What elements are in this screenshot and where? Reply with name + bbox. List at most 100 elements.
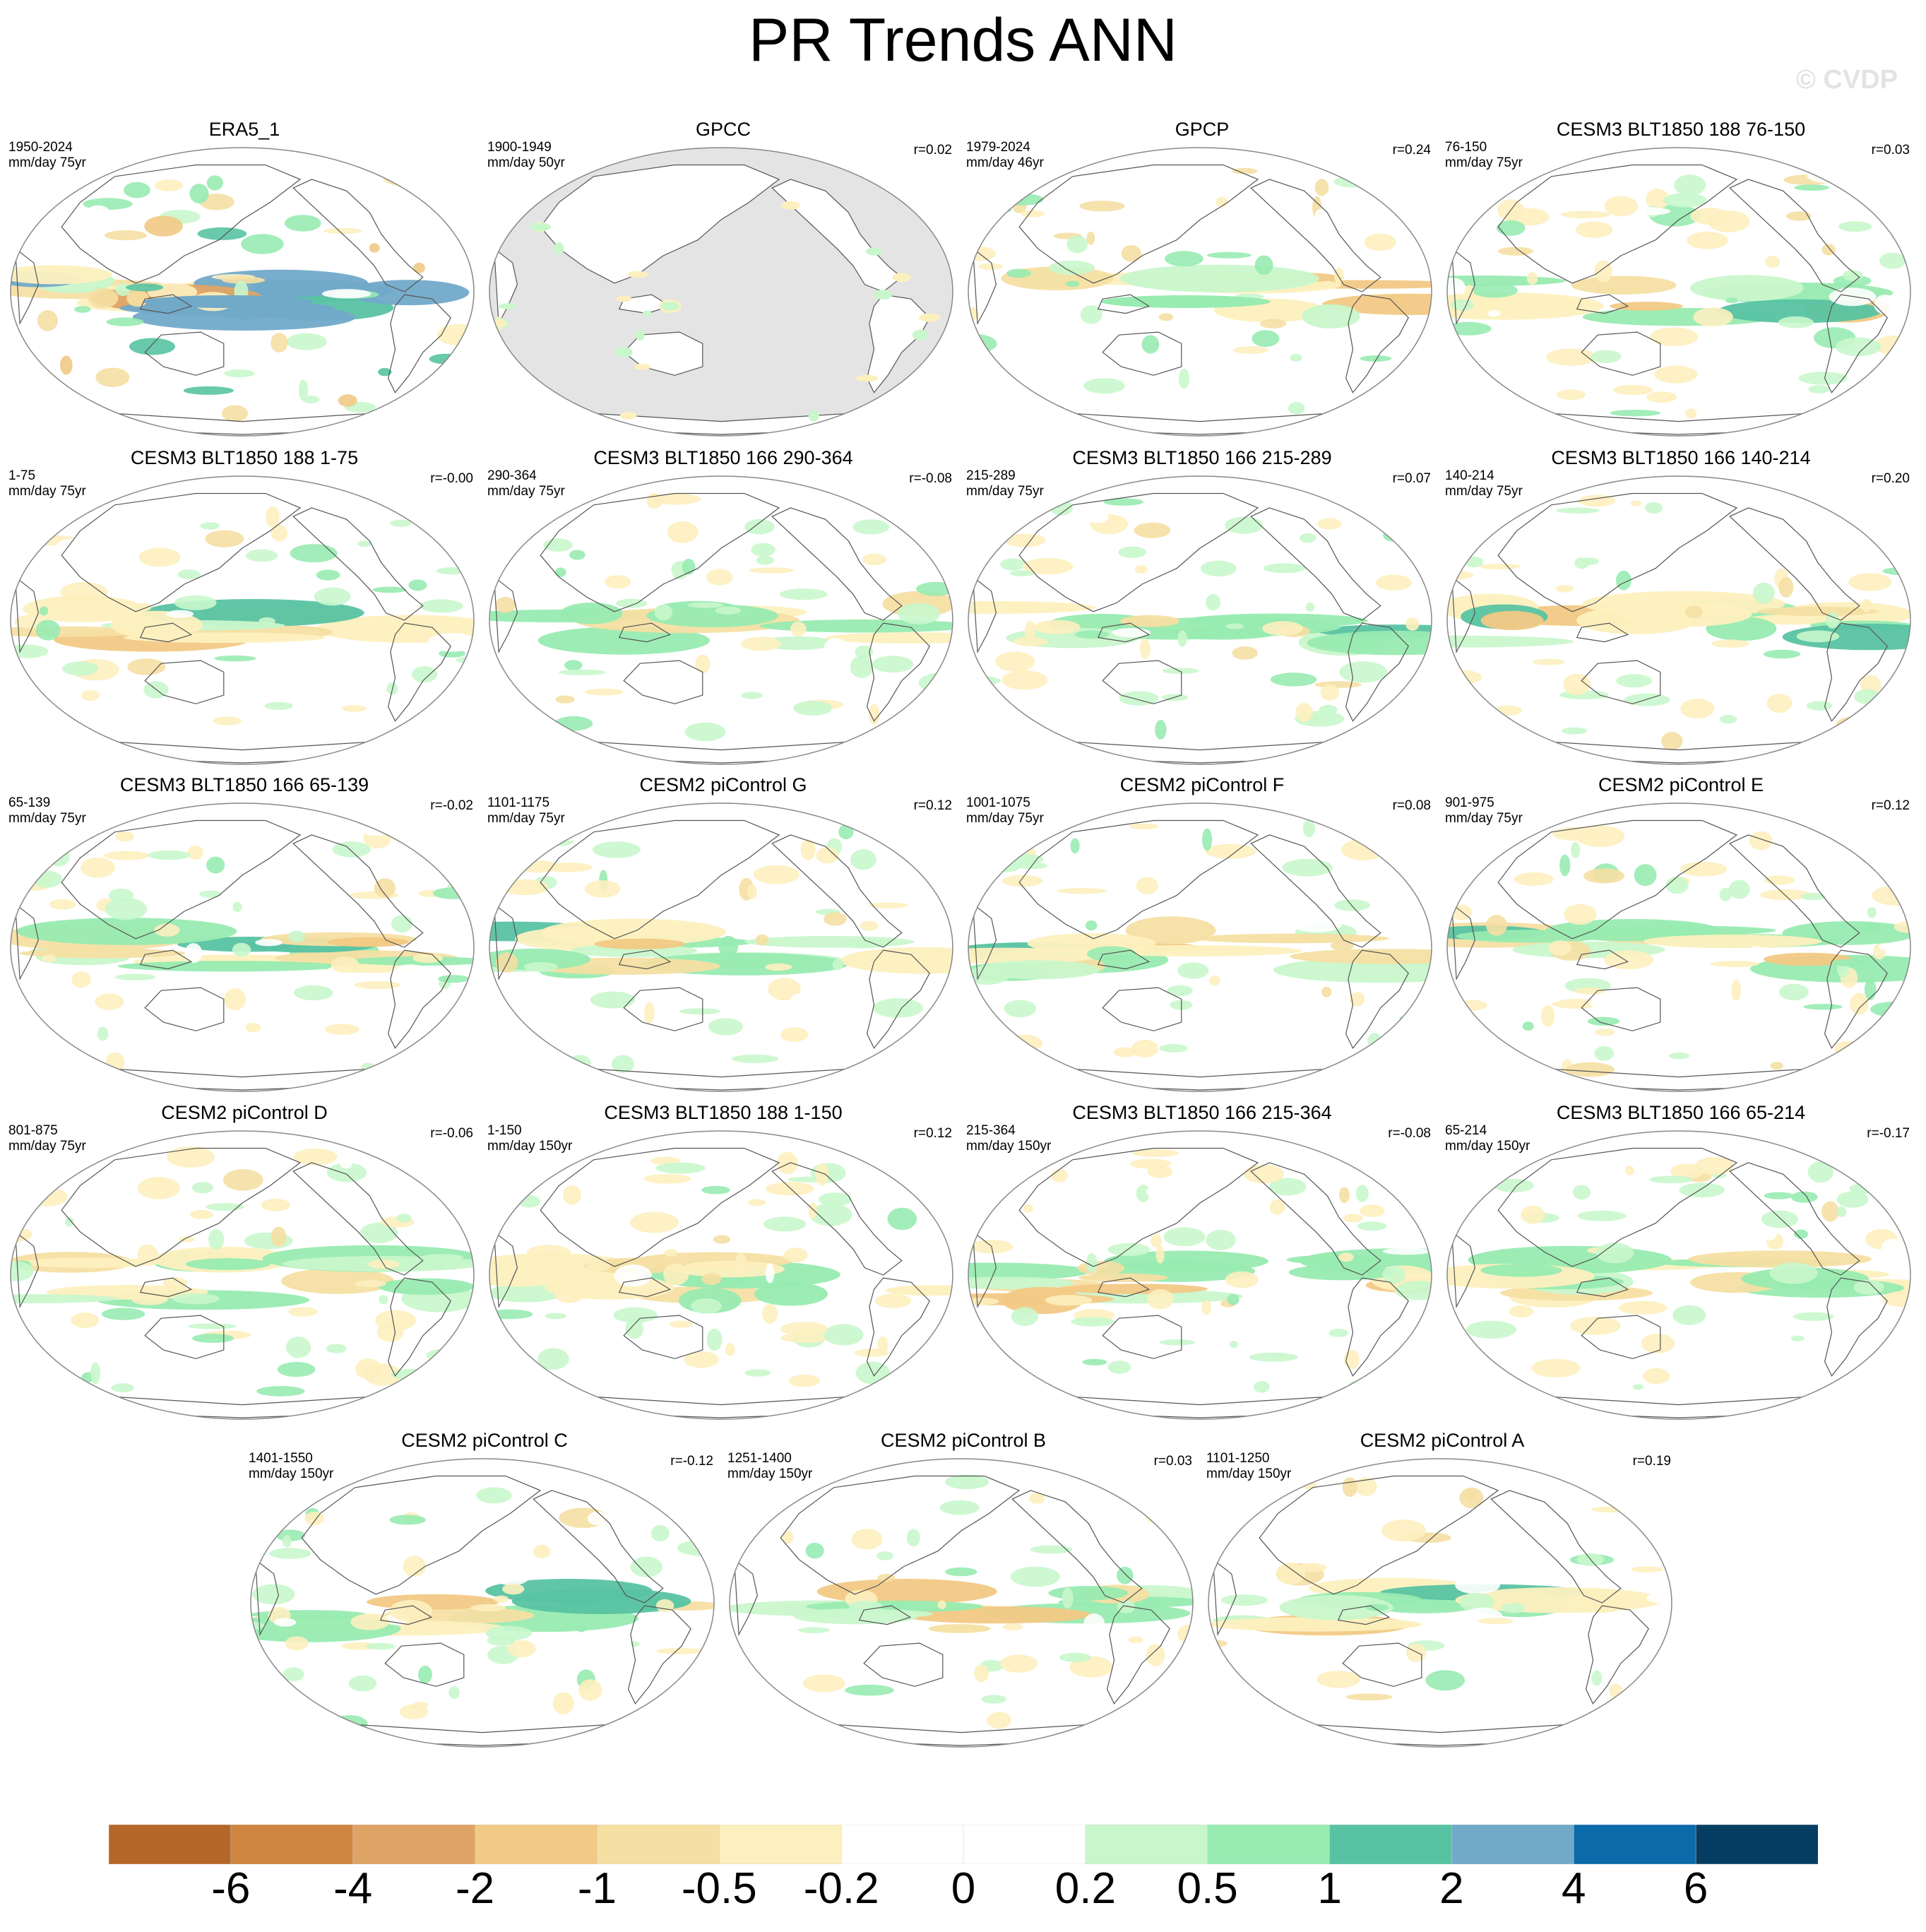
trend-blob [369, 243, 380, 253]
trend-blob [327, 937, 410, 947]
trend-blob [1494, 901, 1531, 915]
trend-blob [1057, 888, 1107, 894]
trend-blob [35, 620, 61, 641]
trend-blob [266, 506, 280, 528]
trend-blob [81, 858, 116, 878]
panel-title: CESM3 BLT1850 166 140-214 [1551, 447, 1811, 468]
colorbar-segment [1574, 1825, 1696, 1864]
map-border [729, 1458, 1194, 1748]
trend-blob [1177, 630, 1187, 647]
trend-blob [1641, 1334, 1675, 1353]
trend-blob [350, 1613, 390, 1630]
panel-title: CESM2 piControl C [401, 1430, 568, 1451]
trend-blob [1782, 623, 1910, 651]
trend-blob [1170, 1000, 1193, 1010]
trend-blob [1093, 1173, 1119, 1195]
trend-blob [1798, 372, 1848, 385]
coastline-asia [540, 819, 780, 940]
trend-blob [783, 1247, 808, 1263]
trend-blob [1668, 1053, 1690, 1060]
trend-blob [816, 846, 839, 864]
panel-units: mm/day 150yr [1445, 1139, 1530, 1154]
coastline-south-america [1106, 1605, 1170, 1705]
trend-blob [968, 1262, 1091, 1281]
panel-correlation: r=0.08 [1392, 798, 1431, 813]
trend-blob [1388, 1358, 1401, 1377]
panel-correlation: r=-0.08 [1388, 1126, 1431, 1141]
coastline-asia [1497, 492, 1738, 612]
trend-blob [832, 959, 843, 971]
trend-blob [1806, 701, 1833, 711]
trend-blob [810, 569, 833, 582]
trend-blob [48, 846, 70, 867]
trend-blob [523, 961, 558, 972]
trend-blob [612, 1055, 634, 1074]
coastline-africa [14, 576, 40, 654]
map-border [489, 802, 953, 1092]
coastline-indonesia [139, 1277, 193, 1298]
trend-blob [979, 1359, 994, 1378]
coastline-south-america [1345, 1277, 1409, 1377]
trend-blob [448, 1686, 460, 1700]
trend-blob [876, 1551, 893, 1560]
trend-blob [1374, 499, 1389, 514]
trend-blob [1342, 164, 1376, 181]
trend-blob [1447, 847, 1482, 860]
trend-blob [1343, 1214, 1363, 1223]
trend-blob [1225, 1271, 1259, 1288]
coastline-south-america [866, 622, 930, 722]
trend-blob [1748, 946, 1766, 957]
trend-blob [816, 1579, 997, 1604]
trend-blob [664, 1249, 678, 1257]
trend-blob [973, 1152, 1000, 1166]
trend-blob [297, 1328, 315, 1335]
trend-blob [1765, 256, 1781, 268]
map-border [968, 802, 1432, 1092]
trend-blob [245, 643, 256, 653]
trend-blob [838, 824, 854, 839]
trend-blob [1066, 235, 1088, 254]
trend-blob [372, 586, 407, 593]
trend-blob [1206, 251, 1252, 259]
trend-blob [269, 1548, 311, 1559]
trend-blob [507, 1640, 536, 1658]
colorbar-segment [352, 1825, 476, 1864]
trend-blob [1864, 978, 1877, 1001]
coastline-australia [1102, 1315, 1182, 1359]
trend-blob [706, 1328, 723, 1351]
trend-blob [627, 271, 648, 278]
coastline-australia [384, 1642, 465, 1687]
trend-blob [1564, 903, 1597, 925]
coastline-australia [623, 1315, 703, 1359]
trend-blob [1342, 1477, 1357, 1498]
trend-blob [1757, 606, 1879, 617]
trend-blob [258, 617, 275, 625]
trend-blob [753, 865, 799, 884]
panel-units: mm/day 75yr [966, 484, 1044, 499]
trend-blob [1572, 1185, 1591, 1200]
trend-blob [1059, 1652, 1091, 1662]
trend-blob [706, 569, 733, 586]
coastline-south-america [387, 1277, 451, 1377]
coastline-north-america [771, 507, 903, 621]
trend-blob [82, 1366, 128, 1373]
trend-blob [1307, 630, 1432, 656]
trend-blob [379, 1295, 388, 1305]
trend-blob [326, 1344, 347, 1353]
trend-blob [144, 215, 183, 237]
colorbar-tick-label: 2 [1439, 1864, 1464, 1913]
trend-blob [1882, 1291, 1910, 1308]
trend-blob [1853, 1279, 1884, 1295]
trend-blob [763, 1216, 807, 1232]
trend-blob [1270, 672, 1317, 687]
trend-blob [1086, 1252, 1098, 1273]
trend-blob [184, 943, 203, 964]
trend-map [489, 147, 953, 437]
trend-blob [1086, 946, 1136, 961]
panel-years: 65-214 [1445, 1123, 1487, 1138]
trend-blob [576, 1625, 586, 1632]
trend-blob [54, 538, 95, 557]
trend-blob [1630, 500, 1642, 506]
coastline-asia [1259, 1475, 1499, 1595]
trend-blob [1693, 307, 1733, 327]
